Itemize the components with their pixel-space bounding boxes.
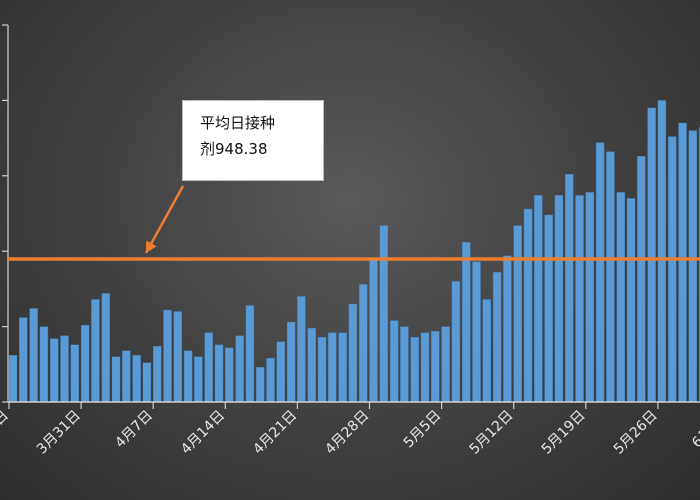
bar-16 <box>163 309 172 403</box>
y-axis <box>2 24 9 403</box>
bar-58 <box>595 142 605 403</box>
callout-arrow <box>144 185 185 254</box>
bar-14 <box>142 362 152 403</box>
x-tick-label: 3月24日 <box>0 408 12 458</box>
bar-25 <box>256 367 265 403</box>
bar-61 <box>626 198 636 403</box>
bar-51 <box>523 208 533 403</box>
bar-27 <box>276 341 286 403</box>
bar-2 <box>19 317 28 403</box>
bar-21 <box>214 344 224 403</box>
bar-32 <box>328 332 337 403</box>
bar-15 <box>152 346 162 403</box>
bar-49 <box>503 255 512 403</box>
bar-6 <box>60 335 69 403</box>
bar-60 <box>616 192 625 403</box>
bar-37 <box>379 225 389 403</box>
bar-4 <box>39 326 49 403</box>
average-callout: 平均日接种 剂948.38 <box>182 100 324 181</box>
bar-30 <box>307 327 316 403</box>
bar-47 <box>482 299 492 403</box>
x-tick-label: 4月14日 <box>178 408 228 458</box>
callout-arrowhead <box>146 240 157 253</box>
x-tick-label: 5月19日 <box>539 408 589 458</box>
bar-23 <box>235 335 244 403</box>
bar-50 <box>513 225 522 403</box>
bar-67 <box>688 130 698 403</box>
bar-9 <box>91 299 100 403</box>
bar-53 <box>544 214 553 403</box>
x-axis: 3月24日 3月31日 4月7日 4月14日 4月21日 4月28日 5月5日 5月12日 5月… <box>0 401 700 458</box>
bar-52 <box>534 195 543 403</box>
bar-12 <box>122 350 131 403</box>
bar-55 <box>565 174 574 403</box>
bar-44 <box>451 281 461 403</box>
bar-18 <box>183 350 193 403</box>
bar-66 <box>678 122 687 403</box>
bars-group <box>8 100 700 403</box>
bar-45 <box>462 241 471 403</box>
bar-65 <box>668 136 677 403</box>
bar-3 <box>29 308 38 403</box>
x-tick-label: 4月7日 <box>112 408 156 452</box>
bar-56 <box>575 195 584 403</box>
bar-24 <box>245 305 255 403</box>
bar-39 <box>400 326 409 403</box>
bar-10 <box>101 293 110 403</box>
bar-59 <box>606 151 615 403</box>
bar-19 <box>194 356 203 403</box>
bar-41 <box>420 332 430 403</box>
bar-35 <box>359 284 368 403</box>
bar-7 <box>70 344 80 403</box>
x-tick-label: 6月2日 <box>689 408 700 452</box>
bar-63 <box>647 107 656 403</box>
bar-26 <box>266 358 275 403</box>
bar-36 <box>369 260 378 403</box>
x-tick-label: 4月21日 <box>250 408 300 458</box>
bar-33 <box>338 332 347 403</box>
bar-46 <box>472 261 481 403</box>
bar-62 <box>637 155 646 403</box>
bar-48 <box>492 272 502 403</box>
bar-29 <box>297 296 306 403</box>
bar-38 <box>389 320 399 403</box>
bar-54 <box>554 195 564 403</box>
bar-5 <box>50 338 59 403</box>
x-tick-label: 5月26日 <box>611 408 661 458</box>
bar-8 <box>80 324 90 403</box>
bar-64 <box>657 100 667 403</box>
x-tick-label: 4月28日 <box>322 408 372 458</box>
bar-57 <box>585 192 595 403</box>
bar-42 <box>431 330 440 403</box>
bar-40 <box>410 336 419 403</box>
average-label-line2: 剂948.38 <box>200 140 268 158</box>
bar-17 <box>173 311 183 403</box>
x-tick-label: 5月12日 <box>467 408 517 458</box>
bar-11 <box>111 356 121 403</box>
bar-34 <box>348 303 358 403</box>
bar-20 <box>204 332 213 403</box>
x-tick-label: 5月5日 <box>401 408 445 452</box>
x-tick-label: 3月31日 <box>34 408 84 458</box>
bar-13 <box>132 355 141 403</box>
bar-31 <box>317 336 327 403</box>
bar-28 <box>286 321 296 403</box>
bar-22 <box>225 347 234 403</box>
bar-1 <box>8 355 18 403</box>
bar-43 <box>441 326 450 403</box>
average-line-group <box>8 185 700 261</box>
average-label-line1: 平均日接种 <box>200 114 276 132</box>
